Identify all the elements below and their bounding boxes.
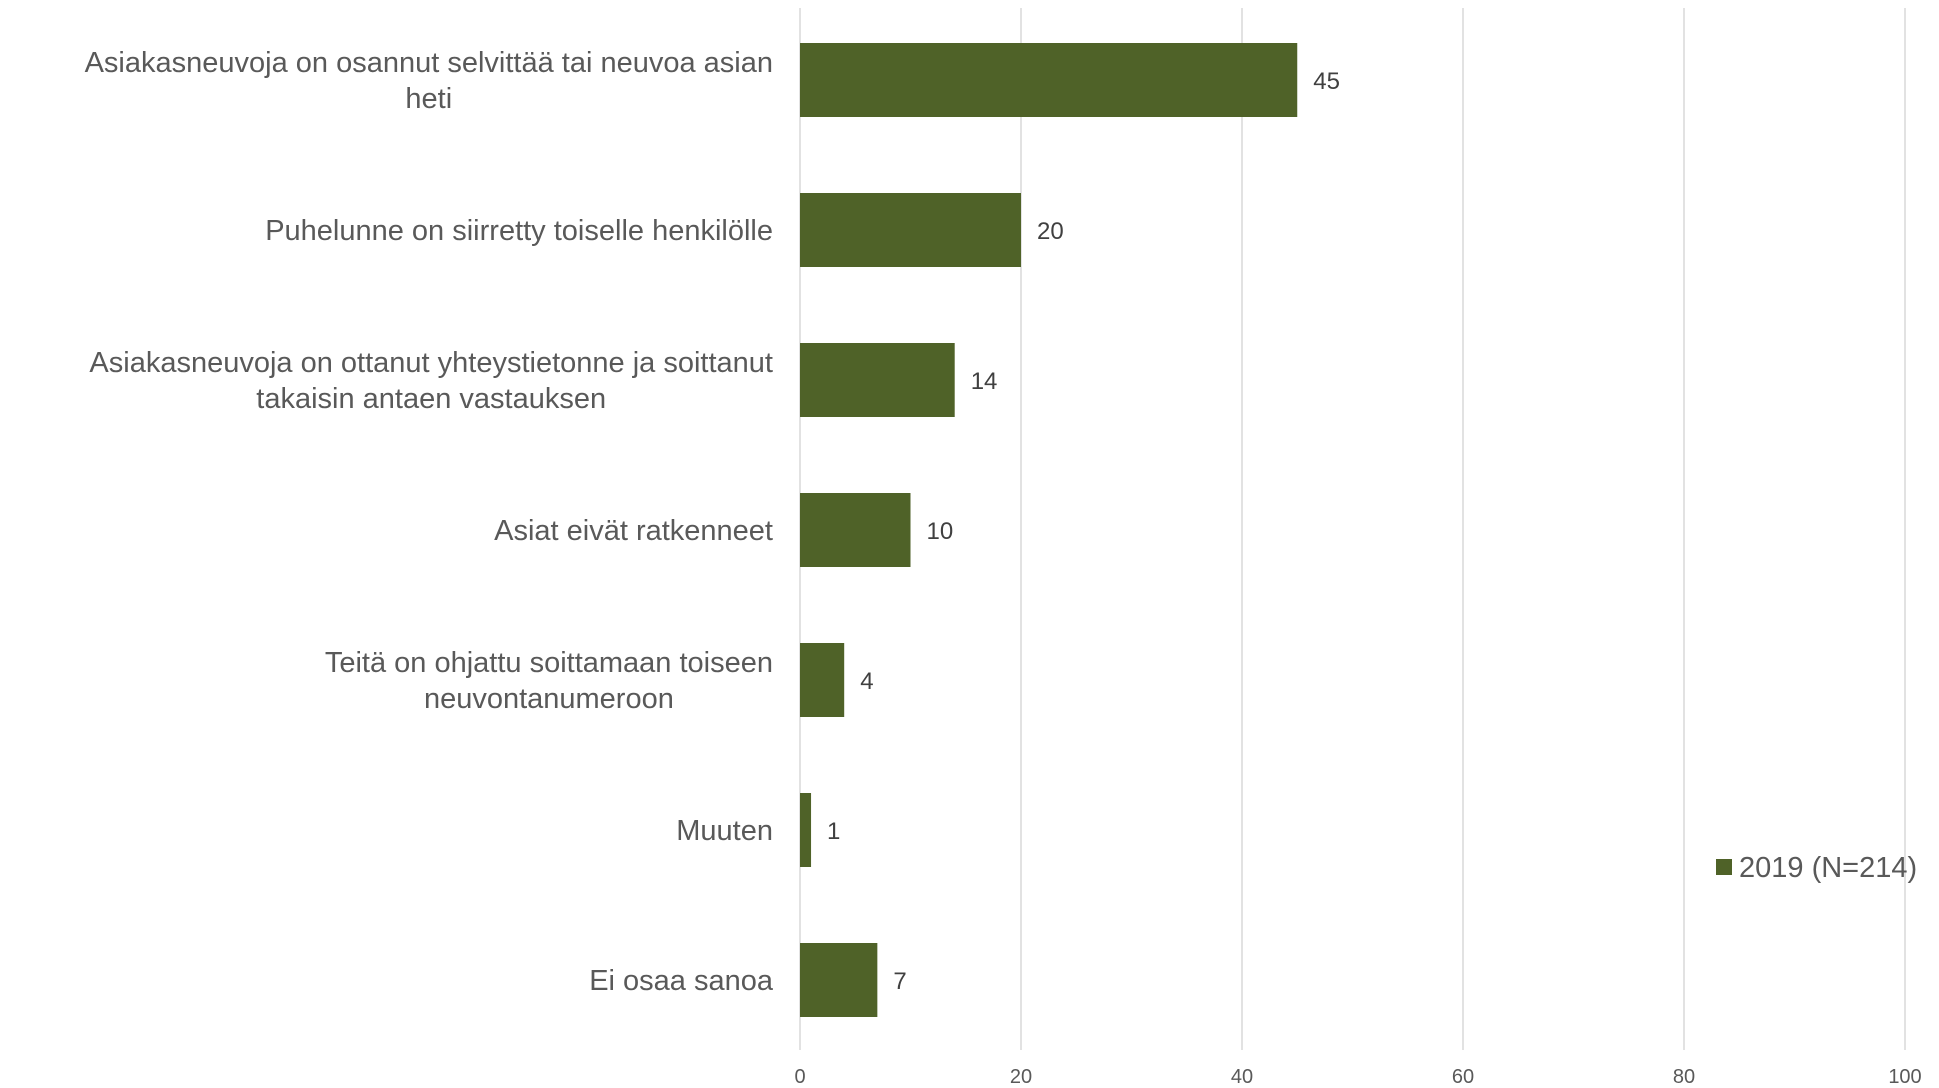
x-tick-label: 80 [1673,1066,1695,1088]
x-axis-tick-labels: 0 20 40 60 80 100 [794,1066,1921,1088]
x-tick-label: 100 [1888,1066,1921,1088]
category-label: Asiakasneuvoja on osannut selvittää tai … [85,47,773,115]
legend-swatch [1716,859,1732,875]
bar [800,43,1298,117]
data-label: 4 [860,668,873,695]
legend-label: 2019 (N=214) [1739,852,1917,884]
category-label-line: Muuten [676,815,773,847]
bar [800,643,845,717]
category-label: Asiakasneuvoja on ottanut yhteystietonne… [89,347,773,415]
data-label: 45 [1313,68,1340,95]
category-label: Puhelunne on siirretty toiselle henkilöl… [265,215,773,247]
category-label: Ei osaa sanoa [589,965,774,997]
data-label: 10 [927,518,954,545]
category-label-line: Asiakasneuvoja on osannut selvittää tai … [85,47,773,79]
data-label: 14 [971,368,998,395]
bar [800,343,955,417]
bar [800,943,878,1017]
bar [800,493,911,567]
category-label-line: Ei osaa sanoa [589,965,774,997]
legend: 2019 (N=214) [1716,852,1917,884]
data-label: 20 [1037,218,1064,245]
category-label-line: heti [405,83,452,115]
category-label-line: Asiakasneuvoja on ottanut yhteystietonne… [89,347,773,379]
data-label: 1 [827,818,840,845]
category-label-line: neuvontanumeroon [424,683,674,715]
category-label-line: Puhelunne on siirretty toiselle henkilöl… [265,215,773,247]
x-tick-label: 60 [1452,1066,1474,1088]
data-label: 7 [893,968,906,995]
gridlines [799,8,1906,1050]
category-label: Teitä on ohjattu soittamaan toiseen neuvo… [325,647,773,715]
category-label-line: takaisin antaen vastauksen [256,383,606,415]
bars [800,43,1298,1017]
category-label: Asiat eivät ratkenneet [494,515,773,547]
data-labels: 45 20 14 10 4 1 7 [827,68,1340,995]
x-tick-label: 0 [794,1066,805,1088]
category-label-line: Asiat eivät ratkenneet [494,515,773,547]
category-label: Muuten [676,815,773,847]
category-labels: Asiakasneuvoja on osannut selvittää tai … [85,47,774,997]
bar [800,193,1021,267]
category-label-line: Teitä on ohjattu soittamaan toiseen [325,647,773,679]
x-tick-label: 20 [1010,1066,1032,1088]
x-tick-label: 40 [1231,1066,1253,1088]
bar [800,793,812,867]
